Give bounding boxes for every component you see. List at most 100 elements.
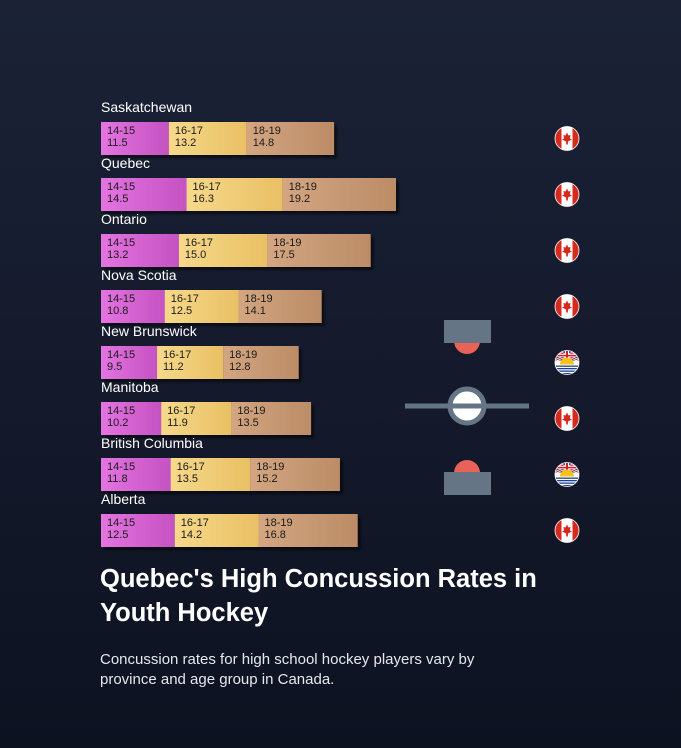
segment-value-label: 12.8 bbox=[229, 361, 250, 373]
segment-value-label: 16.3 bbox=[193, 193, 214, 205]
segment-age-label: 18-19 bbox=[273, 237, 301, 249]
bar-segment-16-17 bbox=[174, 514, 259, 547]
segment-age-label: 14-15 bbox=[107, 517, 135, 529]
bar-segment-16-17 bbox=[164, 290, 239, 323]
segment-age-label: 16-17 bbox=[177, 461, 205, 473]
segment-value-label: 17.5 bbox=[273, 249, 294, 261]
bar-segment-18-19 bbox=[250, 458, 340, 491]
category-label: Manitoba bbox=[101, 379, 159, 395]
segment-age-label: 18-19 bbox=[237, 405, 265, 417]
bar-stack bbox=[101, 234, 371, 267]
goal-net-top bbox=[444, 320, 491, 343]
segment-age-label: 16-17 bbox=[171, 293, 199, 305]
segment-value-label: 11.2 bbox=[163, 361, 184, 373]
british-columbia-flag-icon bbox=[554, 462, 580, 487]
bar-segment-14-15 bbox=[101, 178, 187, 211]
segment-value-label: 14.8 bbox=[253, 137, 274, 149]
bar-segment-14-15 bbox=[101, 122, 169, 155]
bar-segment-16-17 bbox=[168, 122, 247, 155]
segment-value-label: 12.5 bbox=[107, 529, 128, 541]
segment-age-label: 16-17 bbox=[163, 349, 191, 361]
bar-segment-14-15 bbox=[101, 402, 162, 435]
bar-segment-14-15 bbox=[101, 514, 175, 547]
bar-segment-18-19 bbox=[238, 290, 322, 323]
canada-flag-icon bbox=[554, 294, 580, 319]
bar-segment-16-17 bbox=[178, 234, 268, 267]
segment-age-label: 16-17 bbox=[175, 125, 203, 137]
canada-flag-icon bbox=[554, 406, 580, 431]
segment-age-label: 14-15 bbox=[107, 405, 135, 417]
segment-age-label: 16-17 bbox=[185, 237, 213, 249]
segment-value-label: 16.8 bbox=[265, 529, 286, 541]
bar-segment-18-19 bbox=[246, 122, 335, 155]
stacked-bar-chart: Saskatchewan14-1511.516-1713.218-1914.8Q… bbox=[101, 99, 580, 547]
segment-age-label: 16-17 bbox=[181, 517, 209, 529]
segment-value-label: 13.2 bbox=[107, 249, 128, 261]
segment-value-label: 15.0 bbox=[185, 249, 206, 261]
segment-value-label: 11.9 bbox=[167, 417, 188, 429]
segment-age-label: 18-19 bbox=[253, 125, 281, 137]
segment-value-label: 9.5 bbox=[107, 361, 122, 373]
category-label: Quebec bbox=[101, 155, 150, 171]
category-label: Ontario bbox=[101, 211, 147, 227]
category-label: Nova Scotia bbox=[101, 267, 177, 283]
segment-age-label: 14-15 bbox=[107, 293, 135, 305]
bar-segment-16-17 bbox=[157, 346, 224, 379]
segment-age-label: 14-15 bbox=[107, 237, 135, 249]
bar-stack bbox=[101, 458, 340, 491]
bar-stack bbox=[101, 290, 322, 323]
bar-segment-18-19 bbox=[282, 178, 396, 211]
hockey-rink-decoration bbox=[405, 320, 529, 495]
segment-value-label: 10.2 bbox=[107, 417, 128, 429]
segment-value-label: 12.5 bbox=[171, 305, 192, 317]
bar-segment-16-17 bbox=[170, 458, 251, 491]
bar-segment-14-15 bbox=[101, 346, 158, 379]
segment-age-label: 14-15 bbox=[107, 181, 135, 193]
bar-stack bbox=[101, 402, 312, 435]
category-label: Alberta bbox=[101, 491, 146, 507]
segment-age-label: 18-19 bbox=[256, 461, 284, 473]
bar-segment-14-15 bbox=[101, 290, 165, 323]
segment-age-label: 18-19 bbox=[265, 517, 293, 529]
bar-segment-16-17 bbox=[161, 402, 232, 435]
segment-age-label: 18-19 bbox=[244, 293, 272, 305]
segment-value-label: 10.8 bbox=[107, 305, 128, 317]
bar-segment-16-17 bbox=[186, 178, 283, 211]
bar-stack bbox=[101, 178, 396, 211]
segment-value-label: 15.2 bbox=[256, 473, 277, 485]
chart-subtitle: Concussion rates for high school hockey … bbox=[100, 651, 475, 688]
bar-segment-14-15 bbox=[101, 234, 179, 267]
goal-net-bottom bbox=[444, 472, 491, 495]
bar-segment-18-19 bbox=[223, 346, 299, 379]
canada-flag-icon bbox=[554, 126, 580, 151]
bar-segment-18-19 bbox=[258, 514, 358, 547]
chart-title: Quebec's High Concussion Rates in Youth … bbox=[100, 565, 537, 627]
segment-age-label: 16-17 bbox=[167, 405, 195, 417]
segment-value-label: 13.5 bbox=[177, 473, 198, 485]
segment-value-label: 14.2 bbox=[181, 529, 202, 541]
segment-age-label: 18-19 bbox=[229, 349, 257, 361]
category-label: British Columbia bbox=[101, 435, 203, 451]
segment-value-label: 13.5 bbox=[237, 417, 258, 429]
segment-age-label: 14-15 bbox=[107, 461, 135, 473]
bar-stack bbox=[101, 122, 335, 155]
british-columbia-flag-icon bbox=[554, 350, 580, 375]
segment-value-label: 14.1 bbox=[244, 305, 265, 317]
canada-flag-icon bbox=[554, 238, 580, 263]
category-label: New Brunswick bbox=[101, 323, 198, 339]
segment-value-label: 19.2 bbox=[289, 193, 310, 205]
bar-segment-18-19 bbox=[231, 402, 312, 435]
bar-stack bbox=[101, 514, 358, 547]
bar-stack bbox=[101, 346, 299, 379]
segment-value-label: 14.5 bbox=[107, 193, 128, 205]
bar-segment-18-19 bbox=[267, 234, 371, 267]
segment-value-label: 11.8 bbox=[107, 473, 128, 485]
